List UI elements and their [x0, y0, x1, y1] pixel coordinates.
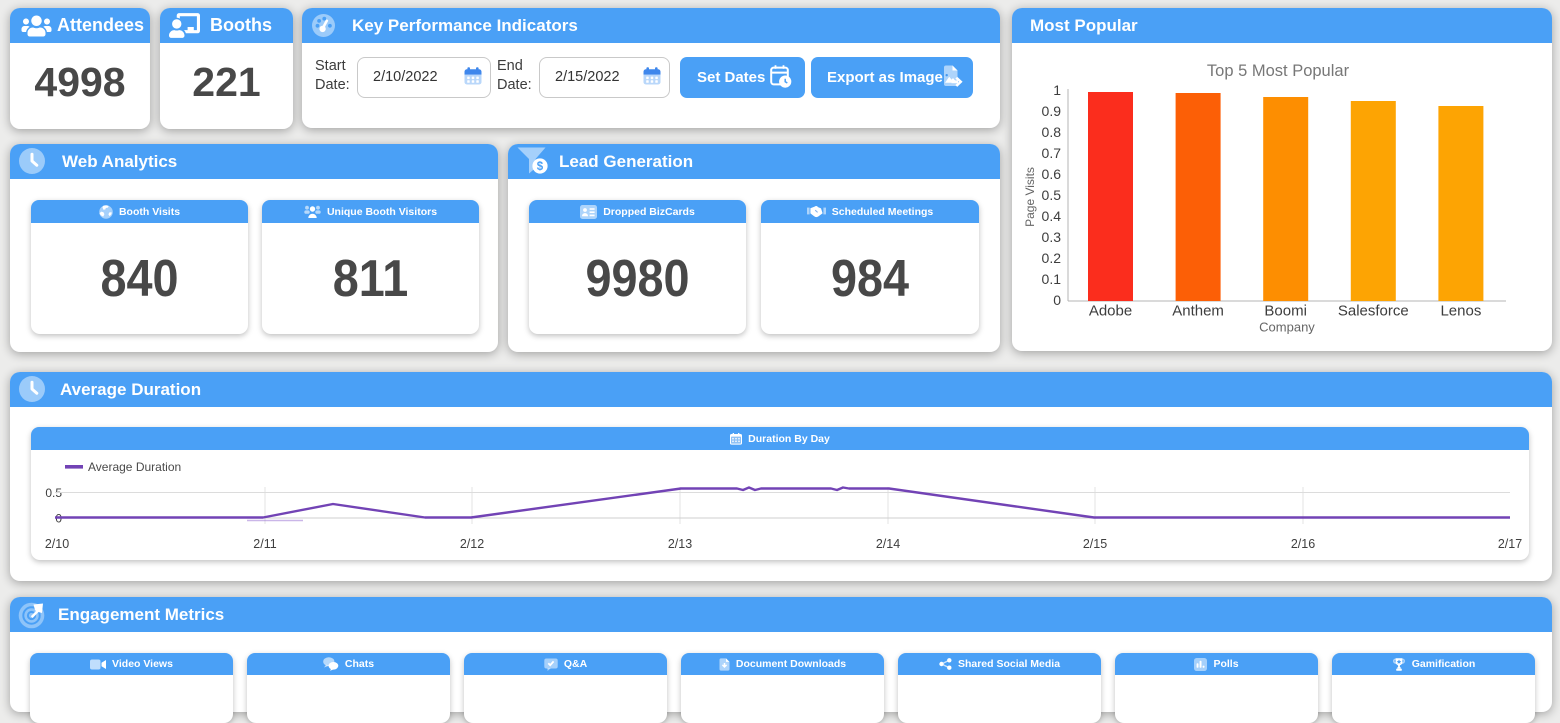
svg-text:Top 5 Most Popular: Top 5 Most Popular: [1207, 62, 1350, 80]
svg-text:Anthem: Anthem: [1172, 303, 1224, 320]
svg-text:Average Duration: Average Duration: [88, 460, 181, 474]
svg-text:0.6: 0.6: [1042, 166, 1062, 182]
svg-text:0.9: 0.9: [1042, 103, 1062, 119]
svg-text:Boomi: Boomi: [1264, 303, 1307, 320]
svg-text:2/12: 2/12: [460, 537, 484, 551]
svg-text:2/16: 2/16: [1291, 537, 1315, 551]
svg-text:$: $: [537, 161, 544, 173]
svg-text:0.8: 0.8: [1042, 124, 1062, 140]
svg-text:0: 0: [1053, 292, 1061, 308]
svg-text:2/15: 2/15: [1083, 537, 1107, 551]
svg-text:0.5: 0.5: [1042, 187, 1062, 203]
svg-text:0.7: 0.7: [1042, 145, 1062, 161]
svg-text:0.4: 0.4: [1042, 208, 1062, 224]
svg-text:2/10: 2/10: [45, 537, 69, 551]
svg-text:Adobe: Adobe: [1089, 303, 1132, 320]
svg-text:Company: Company: [1259, 320, 1315, 335]
svg-text:0.2: 0.2: [1042, 250, 1062, 266]
svg-text:Lenos: Lenos: [1440, 303, 1481, 320]
svg-text:Page Visits: Page Visits: [1023, 167, 1037, 227]
svg-text:1: 1: [1053, 82, 1061, 98]
svg-text:0.5: 0.5: [45, 486, 62, 500]
svg-text:2/14: 2/14: [876, 537, 900, 551]
svg-text:0.3: 0.3: [1042, 229, 1062, 245]
svg-text:2/13: 2/13: [668, 537, 692, 551]
svg-text:2/11: 2/11: [253, 537, 276, 551]
svg-text:Salesforce: Salesforce: [1338, 303, 1409, 320]
svg-text:2/17: 2/17: [1498, 537, 1522, 551]
svg-text:0.1: 0.1: [1042, 271, 1062, 287]
